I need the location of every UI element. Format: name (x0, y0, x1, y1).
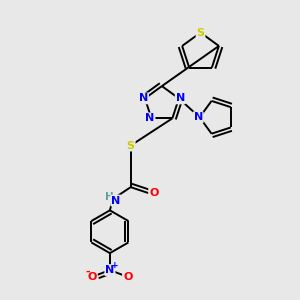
Text: H: H (105, 192, 113, 202)
Text: N: N (145, 113, 154, 123)
Text: N: N (176, 93, 185, 103)
Text: O: O (123, 272, 132, 282)
Text: N: N (111, 196, 120, 206)
Text: S: S (196, 28, 205, 38)
Text: N: N (194, 112, 203, 122)
Text: O: O (149, 188, 159, 198)
Text: S: S (127, 140, 135, 151)
Text: -: - (85, 267, 90, 277)
Text: O: O (87, 272, 97, 282)
Text: N: N (139, 93, 148, 103)
Text: +: + (111, 260, 119, 269)
Text: N: N (105, 265, 115, 275)
